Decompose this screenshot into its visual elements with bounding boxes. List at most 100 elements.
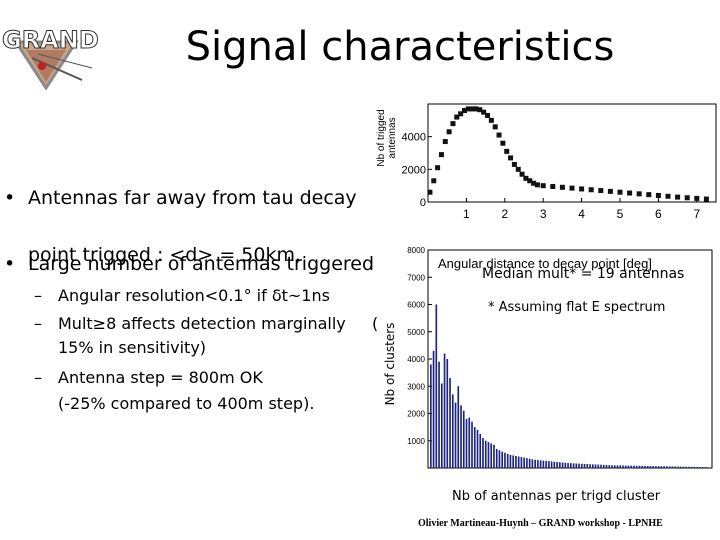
- sub-bullet-dash: –: [34, 286, 42, 305]
- chart2-bar: [572, 463, 575, 468]
- bullet-antennas-far: • Antennas far away from tau decay: [4, 186, 357, 210]
- chart2-bar: [696, 466, 698, 468]
- chart1-point: [531, 180, 537, 186]
- chart1-point: [450, 121, 456, 127]
- chart1-point: [588, 187, 594, 193]
- chart2-bar: [616, 465, 619, 468]
- chart1-ytick-label: 4000: [402, 132, 426, 144]
- chart1-point: [598, 188, 604, 194]
- chart2-bar: [438, 361, 440, 468]
- logo-text: GRAND: [2, 26, 99, 54]
- chart1-point: [675, 194, 681, 200]
- chart1-point: [607, 188, 613, 194]
- chart2-bar: [635, 465, 638, 468]
- chart2-bar: [690, 466, 693, 468]
- chart2-bar: [652, 466, 654, 468]
- chart2-bar: [627, 465, 630, 468]
- chart2-bar: [465, 418, 468, 468]
- chart2-bar: [515, 456, 517, 468]
- chart1-point: [446, 129, 452, 135]
- chart2-bar: [520, 457, 523, 468]
- chart2-bar: [537, 460, 539, 468]
- sub-bullet-mult: – Mult≥8 affects detection marginally: [34, 312, 346, 336]
- chart2-bar: [619, 465, 622, 468]
- chart2-bar: [509, 454, 512, 468]
- chart2-bar: [704, 467, 707, 468]
- chart2-bar: [460, 405, 462, 468]
- chart2-bar: [556, 462, 558, 468]
- chart2-bar: [553, 461, 556, 468]
- chart2-ytick-label: 6000: [407, 301, 425, 310]
- chart2-ytick-label: 2000: [407, 410, 425, 419]
- chart2-bars: [430, 304, 709, 468]
- chart2-bar: [432, 350, 435, 468]
- chart2-bar: [624, 465, 627, 468]
- chart1-xtick-label: 3: [540, 207, 547, 221]
- sub-bullet-text: Antenna step = 800m OK: [58, 368, 263, 387]
- chart1-point: [579, 186, 585, 192]
- chart1-point: [665, 193, 671, 199]
- chart2-bar: [586, 464, 589, 468]
- chart2-bar: [487, 442, 490, 468]
- chart2-frame: [427, 249, 713, 469]
- chart2-bar: [567, 463, 569, 468]
- chart1-point: [500, 140, 506, 146]
- chart2-bar: [638, 465, 641, 468]
- median-annotation: Median mult* = 19 antennas: [482, 266, 685, 282]
- sub-bullet-dash: –: [34, 314, 42, 333]
- chart2-bar: [575, 463, 578, 468]
- chart2-bar: [440, 383, 443, 468]
- sub-bullet-text: Angular resolution<0.1° if δt~1ns: [58, 286, 330, 305]
- chart1-point: [684, 195, 690, 201]
- chart2-bar: [435, 304, 438, 468]
- chart2-ytick-label: 3000: [407, 382, 425, 391]
- chart2-bar: [449, 378, 451, 468]
- chart2-bar: [528, 458, 531, 468]
- chart1-point: [523, 175, 529, 181]
- chart2-bar: [539, 460, 542, 468]
- chart2-bar: [630, 465, 633, 468]
- chart1-point: [477, 107, 483, 113]
- chart2-bar: [613, 465, 616, 468]
- chart2-bar: [608, 465, 611, 468]
- chart2-bar: [498, 450, 501, 468]
- chart2-ytick-label: 4000: [407, 355, 425, 364]
- chart1-point: [703, 196, 709, 202]
- sub-bullet-text: Mult≥8 affects detection marginally: [58, 314, 346, 333]
- chart2-bar: [542, 460, 545, 468]
- chart1-point: [508, 155, 514, 161]
- chart1-point: [627, 190, 633, 196]
- chart2-bar: [468, 417, 471, 468]
- chart2-bar: [564, 462, 567, 468]
- chart2-bar: [589, 464, 591, 468]
- chart1-point: [540, 183, 546, 189]
- chart2-bar: [482, 438, 484, 468]
- chart1-point: [469, 106, 475, 112]
- bullet-dot: •: [4, 187, 16, 209]
- chart1-point: [438, 152, 444, 158]
- chart1-point: [454, 114, 460, 120]
- chart2-bar: [548, 461, 550, 468]
- chart1-point: [511, 161, 517, 167]
- chart2-bar: [682, 466, 685, 468]
- chart2-bar: [443, 353, 446, 468]
- chart1-point: [488, 117, 494, 123]
- chart2-bar: [666, 466, 668, 468]
- chart2-ytick-label: 7000: [407, 273, 425, 282]
- angular-distance-chart: 1 2 3 4 5 6 7 0 2000 4000 Nb of triggedantennas A…: [376, 103, 717, 271]
- chart2-ytick-label: 5000: [407, 328, 425, 337]
- chart2-bar: [674, 466, 676, 468]
- bullet-line1: Antennas far away from tau decay: [28, 187, 357, 209]
- chart2-bar: [451, 394, 454, 468]
- chart2-bar: [657, 466, 660, 468]
- chart1-point: [617, 189, 623, 195]
- chart2-bar: [594, 464, 597, 468]
- chart2-bar: [633, 465, 635, 468]
- chart2-bar: [430, 364, 432, 468]
- chart2-bar: [561, 462, 564, 468]
- chart1-point: [519, 171, 525, 177]
- chart1-point: [694, 195, 700, 201]
- sub-bullet-mult-cut: (: [372, 314, 379, 333]
- chart1-xtick-label: 4: [578, 207, 585, 221]
- chart2-bar: [517, 456, 520, 468]
